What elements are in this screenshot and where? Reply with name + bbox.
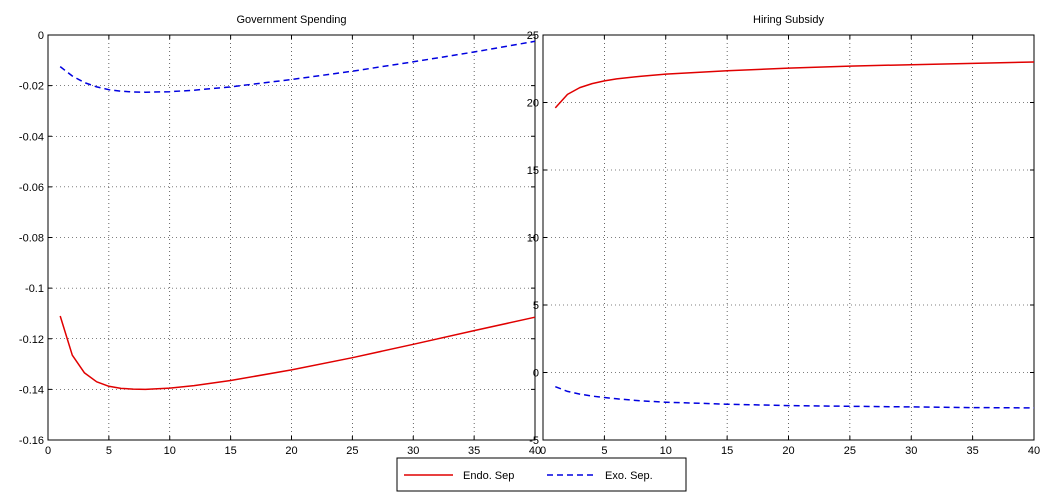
government-spending-y-tick-label: -0.06 (19, 182, 44, 194)
legend-label-exo-sep: Exo. Sep. (605, 470, 653, 482)
hiring-subsidy-y-tick-label: 20 (527, 98, 539, 110)
legend: Endo. Sep Exo. Sep. (396, 457, 687, 492)
government-spending-x-tick-label: 5 (106, 445, 112, 457)
hiring-subsidy-x-tick-label: 15 (721, 445, 733, 457)
government-spending-y-tick-label: -0.1 (25, 283, 44, 295)
hiring-subsidy-x-tick-label: 0 (540, 445, 546, 457)
legend-label-endo-sep: Endo. Sep (463, 470, 514, 482)
government-spending-x-tick-label: 30 (407, 445, 419, 457)
hiring-subsidy-x-tick-label: 35 (967, 445, 979, 457)
government-spending-y-tick-label: -0.02 (19, 81, 44, 93)
government-spending-series-exo-sep-line (59, 40, 536, 93)
hiring-subsidy-x-tick-label: 5 (601, 445, 607, 457)
government-spending-x-tick-label: 10 (164, 445, 176, 457)
hiring-subsidy-y-tick-label: 15 (527, 165, 539, 177)
government-spending-y-tick-label: -0.12 (19, 334, 44, 346)
hiring-subsidy-x-tick-label: 30 (905, 445, 917, 457)
hiring-subsidy-y-tick-label: 5 (533, 300, 539, 312)
hiring-subsidy-y-tick-label: 10 (527, 233, 539, 245)
government-spending-y-tick-label: -0.14 (19, 384, 44, 396)
hiring-subsidy-x-tick-label: 40 (1028, 445, 1040, 457)
government-spending-panel: Government Spending 0 5 10 15 20 25 30 35 40 0 -0.0… (19, 14, 541, 457)
government-spending-x-tick-label: 0 (45, 445, 51, 457)
hiring-subsidy-series-endo-sep-line (554, 61, 1035, 109)
government-spending-y-tick-label: -0.16 (19, 435, 44, 447)
government-spending-title: Government Spending (236, 14, 346, 26)
government-spending-y-tick-label: -0.04 (19, 131, 44, 143)
government-spending-y-tick-label: -0.08 (19, 233, 44, 245)
government-spending-x-tick-label: 20 (285, 445, 297, 457)
government-spending-series-endo-sep-line (59, 315, 536, 391)
hiring-subsidy-y-tick-label: 25 (527, 30, 539, 42)
hiring-subsidy-title: Hiring Subsidy (753, 14, 824, 26)
hiring-subsidy-y-tick-label: 0 (533, 368, 539, 380)
hiring-subsidy-x-tick-label: 25 (844, 445, 856, 457)
government-spending-y-tick-label: 0 (38, 30, 44, 42)
hiring-subsidy-y-tick-label: -5 (529, 435, 539, 447)
government-spending-x-tick-label: 35 (468, 445, 480, 457)
hiring-subsidy-x-tick-label: 20 (782, 445, 794, 457)
hiring-subsidy-x-tick-label: 10 (660, 445, 672, 457)
government-spending-x-tick-label: 15 (225, 445, 237, 457)
government-spending-x-tick-label: 25 (346, 445, 358, 457)
government-spending-x-tick-label: 40 (529, 445, 541, 457)
